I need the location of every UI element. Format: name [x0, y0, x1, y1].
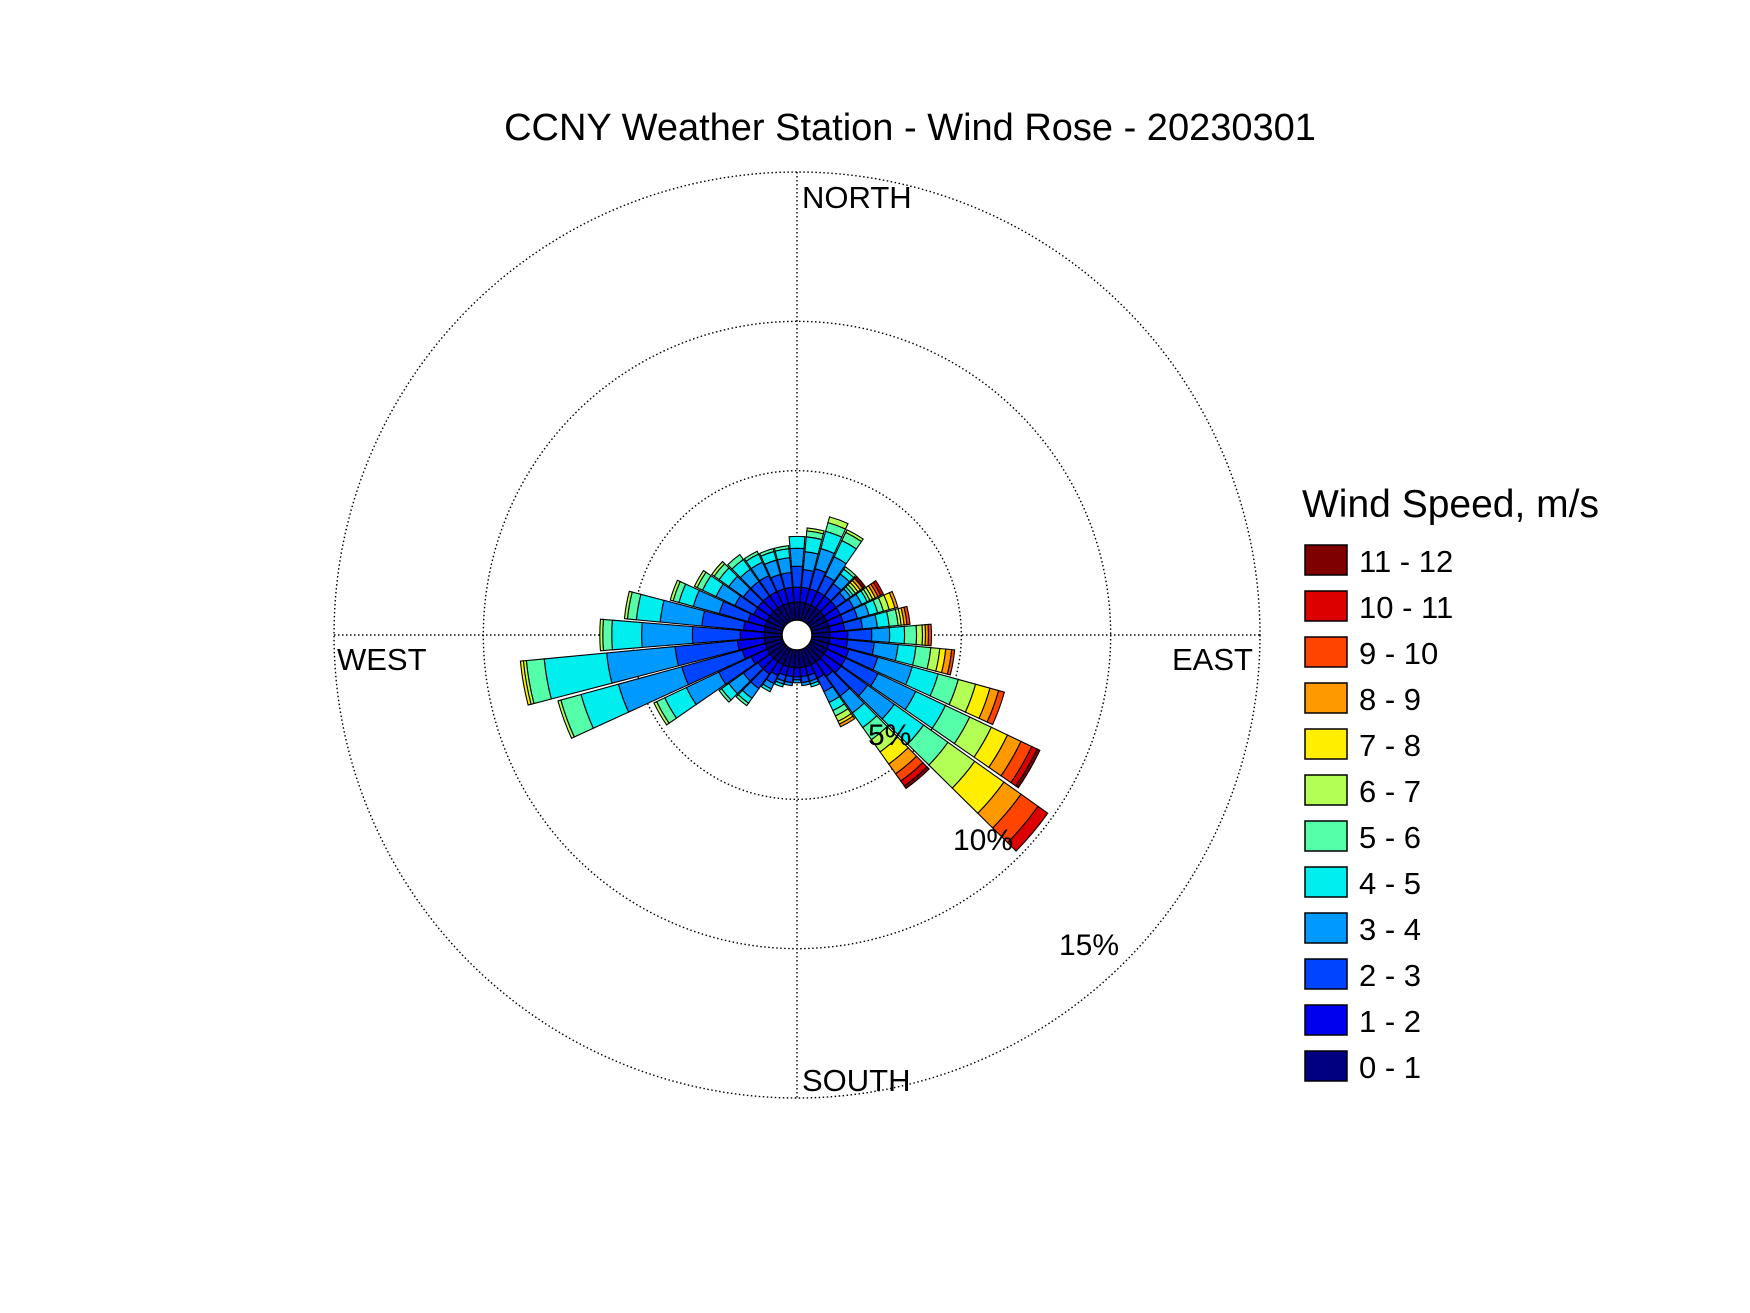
wind-bar-segment [1015, 748, 1041, 789]
legend-swatch [1304, 544, 1348, 576]
legend-label: 7 - 8 [1359, 728, 1421, 763]
radial-tick-label: 10% [953, 824, 1013, 857]
wind-bar-segment [669, 579, 681, 602]
wind-bar-segment [792, 586, 802, 603]
wind-bar-segment [986, 689, 1006, 726]
legend-swatch [1304, 820, 1348, 852]
wind-bar-segment [726, 553, 745, 570]
wind-bar-segment [809, 680, 821, 688]
wind-bar-segment [872, 579, 885, 596]
wind-bar-segment [519, 660, 532, 706]
chart-title: CCNY Weather Station - Wind Rose - 20230… [504, 107, 1316, 149]
wind-bar-segment [842, 566, 857, 579]
legend-label: 8 - 9 [1359, 682, 1421, 717]
wind-bar-segment [743, 550, 760, 562]
wind-bar-segment [599, 618, 605, 652]
wind-bar-segment [557, 699, 575, 739]
wind-bar-segment [789, 547, 805, 568]
wind-bar-segment [710, 560, 726, 577]
legend-label: 2 - 3 [1359, 958, 1421, 993]
legend-label: 11 - 12 [1359, 544, 1453, 579]
wind-bar-segment [611, 619, 643, 651]
wind-bar-segment [653, 700, 670, 726]
wind-bar-segment [903, 766, 930, 790]
wind-bar-segment [718, 687, 732, 703]
legend-swatch [1304, 682, 1348, 714]
wind-bar-segment [693, 569, 707, 589]
legend-swatch [1304, 774, 1348, 806]
legend-swatch [1304, 590, 1348, 622]
wind-bar-segment [602, 618, 613, 652]
legend-label: 1 - 2 [1359, 1004, 1421, 1039]
legend-label: 3 - 4 [1359, 912, 1421, 947]
legend-label: 4 - 5 [1359, 866, 1421, 901]
wind-bar-segment [790, 565, 804, 588]
wind-bar-segment [806, 527, 825, 535]
legend-swatch [1304, 1004, 1348, 1036]
legend: Wind Speed, m/s 11 - 12 10 - 11 9 - 10 8 - … [1302, 483, 1599, 1085]
wind-bar-segment [641, 621, 694, 649]
legend-swatch [1304, 912, 1348, 944]
wind-bar-segment [793, 667, 801, 678]
legend-label: 5 - 6 [1359, 820, 1421, 855]
wind-bar-segment [847, 628, 873, 642]
wind-bar-segment [853, 575, 866, 590]
wind-bar-segment [788, 535, 806, 550]
legend-swatch [1304, 728, 1348, 760]
wind-rose-bars [519, 516, 1049, 852]
wind-bar-segment [1006, 805, 1049, 852]
wind-bar-segment [927, 623, 933, 647]
center-hole [781, 619, 813, 651]
wind-bar-segment [915, 624, 924, 646]
wind-bar-segment [888, 590, 899, 609]
wind-bar-segment [903, 605, 911, 626]
wind-bar-segment [946, 649, 956, 676]
wind-bar-segment [760, 683, 773, 693]
legend-swatch [1304, 866, 1348, 898]
legend-title: Wind Speed, m/s [1302, 483, 1599, 526]
wind-bar-segment [870, 626, 891, 644]
direction-label-north: NORTH [802, 180, 912, 215]
direction-label-east: EAST [1172, 642, 1253, 677]
wind-bar-segment [623, 590, 633, 620]
legend-label: 6 - 7 [1359, 774, 1421, 809]
legend-label: 0 - 1 [1359, 1050, 1421, 1085]
legend-items: 11 - 12 10 - 11 9 - 10 8 - 9 7 - 8 6 - 7 5 - 6… [1304, 544, 1453, 1085]
wind-bar-segment [758, 547, 775, 557]
wind-bar-segment [783, 680, 794, 687]
wind-bar-segment [827, 516, 849, 530]
wind-bar-segment [844, 528, 864, 543]
legend-label: 9 - 10 [1359, 636, 1438, 671]
wind-bar-segment [800, 680, 811, 687]
radial-tick-label: 5% [868, 719, 911, 752]
wind-bar-segment [838, 715, 856, 728]
wind-bar-segment [773, 680, 785, 688]
direction-label-south: SOUTH [802, 1063, 911, 1098]
wind-bar-segment [735, 693, 750, 707]
radial-tick-label: 15% [1059, 929, 1119, 962]
legend-swatch [1304, 636, 1348, 668]
legend-label: 10 - 11 [1359, 590, 1453, 625]
wind-bar-segment [888, 625, 906, 645]
wind-bar-segment [792, 679, 802, 684]
legend-swatch [1304, 1050, 1348, 1082]
wind-bar-segment [903, 624, 918, 646]
legend-swatch [1304, 958, 1348, 990]
wind-bar-segment [773, 545, 790, 552]
direction-label-west: WEST [337, 642, 427, 677]
